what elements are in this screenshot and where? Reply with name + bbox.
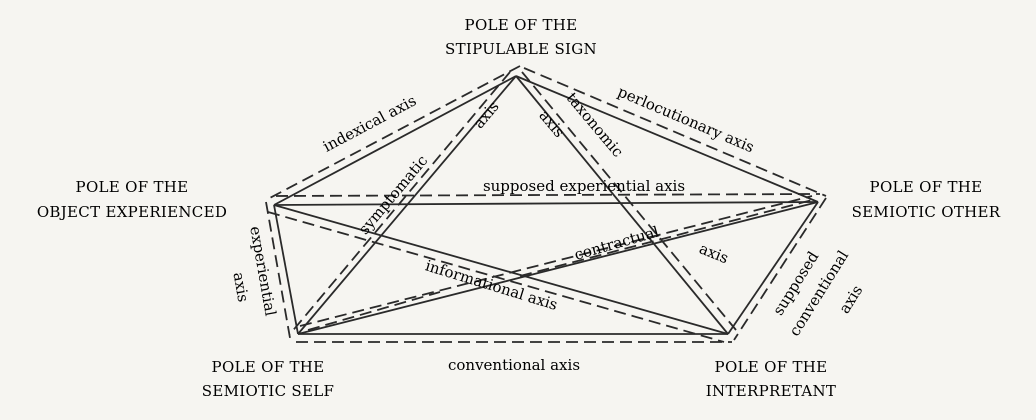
dash-sign-self (289, 71, 511, 335)
diag-object-interpretant (273, 204, 729, 335)
contractual-label: contractual (572, 222, 661, 263)
pole-stipulable-sign: POLE OF THE STIPULABLE SIGN (445, 16, 597, 58)
pole-object-line1: POLE OF THE (76, 178, 189, 196)
pole-semiotic-other: POLE OF THE SEMIOTIC OTHER (852, 178, 1001, 221)
diag-object-other (273, 201, 819, 206)
dash-sign-object (265, 65, 521, 201)
pole-other-line2: SEMIOTIC OTHER (852, 203, 1001, 221)
perlocutionary-axis-label: perlocutionary axis (615, 83, 757, 157)
diag-sign-interpretant (515, 75, 729, 335)
diag-self-other (297, 201, 819, 335)
pole-semiotic-self: POLE OF THE SEMIOTIC SELF (202, 358, 334, 400)
dash-self-other (299, 195, 813, 327)
pole-self-line2: SEMIOTIC SELF (202, 382, 334, 400)
dashed-lines (265, 65, 827, 343)
contractual-axis-word: axis (697, 239, 731, 267)
dash-sign-interpretant (521, 71, 737, 331)
pole-interpretant-line2: INTERPRETANT (706, 382, 836, 400)
dash-object-self (265, 201, 291, 339)
informational-axis-label: informational axis (423, 257, 560, 314)
dash-other-interpretant (733, 197, 827, 341)
pole-object-experienced: POLE OF THE OBJECT EXPERIENCED (37, 178, 227, 221)
edge-other-interpretant (727, 201, 819, 335)
dash-self-informational (307, 291, 441, 331)
supposed-experiential-axis-label: supposed experiential axis (483, 177, 685, 195)
pole-sign-line1: POLE OF THE (465, 16, 578, 34)
pole-interpretant-line1: POLE OF THE (715, 358, 828, 376)
symptomatic-axis-word: axis (470, 98, 503, 132)
edge-object-self (273, 204, 299, 335)
dash-object-other (275, 193, 821, 197)
pole-interpretant: POLE OF THE INTERPRETANT (706, 358, 836, 400)
edge-sign-object (273, 75, 517, 206)
dash-contractual (519, 199, 813, 277)
pole-object-line2: OBJECT EXPERIENCED (37, 203, 227, 221)
taxonomic-axis-word: axis (535, 107, 568, 141)
edge-sign-other (515, 75, 819, 203)
experiential-label: experiential (246, 225, 280, 318)
experiential-axis-word: axis (229, 271, 252, 304)
conventional-axis-label: conventional axis (448, 356, 580, 374)
dash-sign-other (523, 67, 827, 197)
solid-lines (273, 75, 819, 335)
pole-sign-line2: STIPULABLE SIGN (445, 40, 597, 58)
pole-other-line1: POLE OF THE (870, 178, 983, 196)
pole-self-line1: POLE OF THE (212, 358, 325, 376)
supposed-conventional-line3: axis (835, 282, 866, 317)
